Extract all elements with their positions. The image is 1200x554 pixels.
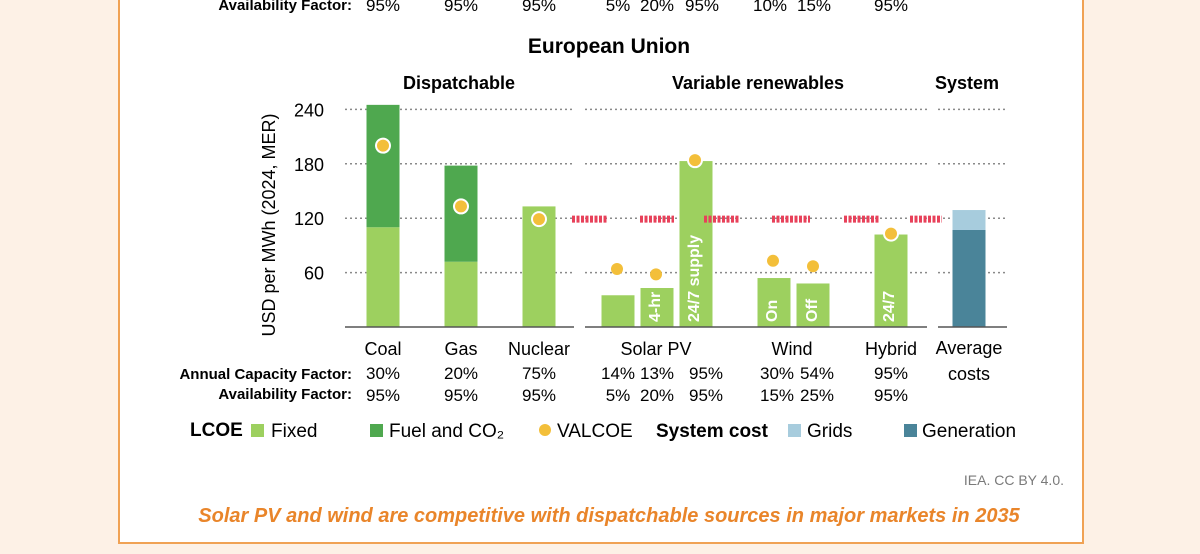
- bar-fixed-1: [444, 261, 478, 327]
- y-axis-label: USD per MWh (2024, MER): [259, 113, 279, 336]
- capacity-factor-value-6: 30%: [760, 364, 794, 383]
- x-tick-gas: Gas: [444, 339, 477, 359]
- bar-inner-label-3: Off: [804, 298, 821, 322]
- legend-grids-swatch: [788, 424, 801, 437]
- top-value-6: 10%: [753, 0, 787, 15]
- availability-factor-value-2: 95%: [522, 386, 556, 405]
- bar-inner-label-1: 24/7 supply: [686, 235, 703, 322]
- legend-generation-label: Generation: [922, 421, 1016, 442]
- top-value-0: 95%: [366, 0, 400, 15]
- x-tick-labels: Coal Gas Nuclear Solar PV Wind Hybrid Average c…: [364, 338, 1002, 384]
- bar-fixed-5: [679, 161, 713, 327]
- top-value-5: 95%: [685, 0, 719, 15]
- top-value-2: 95%: [522, 0, 556, 15]
- top-value-3: 5%: [606, 0, 631, 15]
- valcoe-dot-0: [375, 137, 391, 154]
- group-label-variable-renewables: Variable renewables: [672, 73, 844, 93]
- legend-grids-label: Grids: [807, 421, 852, 442]
- availability-factor-value-5: 95%: [689, 386, 723, 405]
- capacity-factor-value-8: 95%: [874, 364, 908, 383]
- capacity-factor-value-7: 54%: [800, 364, 834, 383]
- factor-values: 30% 20% 75% 14% 13% 95% 30% 54% 95% 95% 95% 95% 5% 20…: [366, 364, 908, 405]
- legend-fixed-label: Fixed: [271, 421, 317, 442]
- legend-valcoe-dot: [539, 424, 551, 436]
- group-label-dispatchable: Dispatchable: [403, 73, 515, 93]
- bar-inner-label-0: 4-hr: [647, 292, 664, 322]
- valcoe-dot-3: [611, 262, 623, 275]
- valcoe-dot-7: [807, 260, 819, 273]
- availability-factor-value-7: 25%: [800, 386, 834, 405]
- x-tick-wind: Wind: [771, 339, 812, 359]
- legend-valcoe-label: VALCOE: [557, 421, 633, 442]
- top-value-7: 15%: [797, 0, 831, 15]
- y-tick-labels: 60 120 180 240: [294, 100, 324, 283]
- y-tick-60: 60: [304, 264, 324, 284]
- figure-panel: Availability Factor: 95% 95% 95% 5% 20% 95% 10…: [118, 0, 1084, 544]
- valcoe-dot-8: [883, 225, 899, 242]
- bars: [366, 104, 986, 327]
- valcoe-dot-5: [687, 152, 703, 169]
- y-tick-240: 240: [294, 100, 324, 120]
- legend-system-cost-heading: System cost: [656, 421, 769, 442]
- legend-fuel-label: Fuel and CO₂: [389, 421, 504, 442]
- availability-factor-value-1: 95%: [444, 386, 478, 405]
- capacity-factor-value-5: 95%: [689, 364, 723, 383]
- source-note: IEA. CC BY 4.0.: [964, 472, 1064, 488]
- top-value-1: 95%: [444, 0, 478, 15]
- top-availability-label: Availability Factor:: [218, 0, 352, 14]
- bar-fixed-7: [796, 283, 830, 327]
- availability-factor-value-3: 5%: [606, 386, 631, 405]
- availability-factor-value-0: 95%: [366, 386, 400, 405]
- capacity-factor-label: Annual Capacity Factor:: [179, 366, 352, 383]
- top-value-8: 95%: [874, 0, 908, 15]
- bar-inner-label-4: 24/7: [881, 291, 898, 322]
- bar-fixed-8: [874, 234, 908, 327]
- legend-lcoe-heading: LCOE: [190, 420, 243, 441]
- availability-factor-value-8: 95%: [874, 386, 908, 405]
- figure-caption: Solar PV and wind are competitive with d…: [198, 505, 1020, 527]
- x-tick-coal: Coal: [364, 339, 401, 359]
- group-label-system: System: [935, 73, 999, 93]
- valcoe-dot-2: [531, 211, 547, 228]
- valcoe-markers: [375, 137, 899, 281]
- legend-generation-swatch: [904, 424, 917, 437]
- chart-title: European Union: [528, 35, 690, 58]
- availability-factor-value-4: 20%: [640, 386, 674, 405]
- bar-fixed-0: [366, 227, 400, 327]
- top-availability-values: 95% 95% 95% 5% 20% 95% 10% 15% 95%: [366, 0, 908, 15]
- gridlines: [345, 108, 1007, 274]
- bar-grids: [952, 210, 986, 230]
- x-tick-average-costs: Average costs: [936, 338, 1003, 384]
- capacity-factor-value-3: 14%: [601, 364, 635, 383]
- bar-fixed-3: [601, 295, 635, 327]
- y-tick-120: 120: [294, 209, 324, 229]
- bar-inner-labels: 4-hr 24/7 supply On Off 24/7: [647, 235, 898, 322]
- chart: Availability Factor: 95% 95% 95% 5% 20% 95% 10…: [179, 0, 1064, 527]
- bar-inner-label-2: On: [764, 300, 781, 322]
- legend-fixed-swatch: [251, 424, 264, 437]
- x-tick-hybrid: Hybrid: [865, 339, 917, 359]
- x-tick-nuclear: Nuclear: [508, 339, 570, 359]
- availability-factor-value-6: 15%: [760, 386, 794, 405]
- y-tick-180: 180: [294, 155, 324, 175]
- bar-fixed-6: [757, 278, 791, 327]
- availability-factor-label: Availability Factor:: [218, 386, 352, 403]
- valcoe-dot-6: [767, 254, 779, 267]
- x-tick-solar-pv: Solar PV: [620, 339, 691, 359]
- capacity-factor-value-1: 20%: [444, 364, 478, 383]
- valcoe-dot-4: [650, 268, 662, 281]
- capacity-factor-value-4: 13%: [640, 364, 674, 383]
- bar-generation: [952, 229, 986, 327]
- capacity-factor-value-0: 30%: [366, 364, 400, 383]
- valcoe-dot-1: [453, 198, 469, 215]
- bar-fuel-0: [366, 104, 400, 228]
- capacity-factor-value-2: 75%: [522, 364, 556, 383]
- top-value-4: 20%: [640, 0, 674, 15]
- legend-fuel-swatch: [370, 424, 383, 437]
- bar-fixed-4: [640, 288, 674, 327]
